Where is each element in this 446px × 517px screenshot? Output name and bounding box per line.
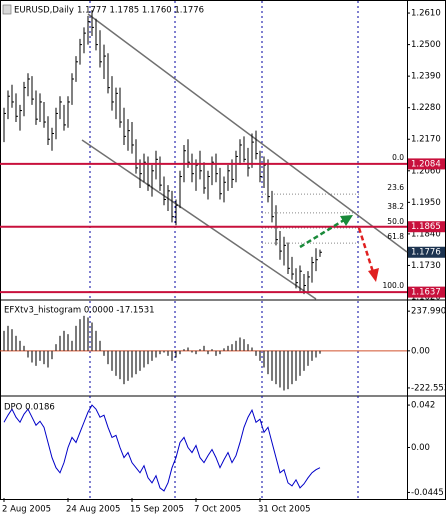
y-tick-label: 237.9905 — [411, 307, 446, 317]
y-tick-label: -222.553 — [411, 383, 446, 393]
level-label: 1.1865 — [411, 222, 441, 232]
x-tick-label: 15 Sep 2005 — [130, 505, 184, 515]
y-tick-label: 1.2610 — [411, 9, 441, 19]
x-tick-label: 24 Aug 2005 — [66, 505, 120, 515]
down-arrow-head — [368, 268, 379, 282]
y-tick-label: 0.042 — [411, 401, 435, 411]
y-tick-label: 0.00 — [411, 443, 430, 453]
y-tick-label: 1.1730 — [411, 261, 441, 271]
fib-label: 100.0 — [383, 281, 405, 290]
fib-label: 0.0 — [392, 153, 404, 162]
y-tick-label: 0.00 — [411, 346, 430, 356]
y-tick-label: 1.1950 — [411, 198, 441, 208]
y-tick-label: 1.2280 — [411, 103, 441, 113]
fib-label: 50.0 — [387, 217, 404, 226]
fib-label: 61.8 — [387, 232, 404, 241]
up-arrow — [299, 218, 345, 249]
y-tick-label: 1.1840 — [411, 229, 441, 239]
current-price-box — [408, 246, 445, 258]
arrows — [299, 215, 379, 282]
marks: 1.2610 1.2500 1.2390 1.2280 1.2170 1.2060 1.19… — [0, 9, 446, 515]
y-tick-label: 1.2390 — [411, 72, 441, 82]
chart-title: EURUSD,Daily — [14, 6, 74, 16]
channel-line — [81, 139, 317, 300]
window-icon — [2, 4, 12, 15]
level-box — [408, 286, 445, 298]
x-tick-label: 2 Aug 2005 — [2, 505, 51, 515]
vertical-lines — [89, 1, 359, 499]
level-box — [408, 158, 445, 170]
level-box — [408, 221, 445, 233]
up-arrow-head — [340, 215, 353, 226]
indicator-title: EFXtv3_histogram 0.0000 -17.1531 — [4, 306, 155, 316]
level-label: 1.1637 — [411, 288, 441, 298]
y-tick-label: 1.2060 — [411, 166, 441, 176]
chart-subtitle: 1.1777 1.1785 1.1760 1.1776 — [77, 6, 204, 16]
x-tick-label: 31 Oct 2005 — [258, 505, 311, 515]
y-tick-label: -0.0445 — [411, 488, 444, 498]
indicator-title: DPO 0.0186 — [4, 403, 55, 413]
fib-label: 23.6 — [387, 183, 404, 192]
y-tick-label: 1.2170 — [411, 135, 441, 145]
dpo-line — [3, 404, 321, 492]
y-tick-label: 1.2500 — [411, 40, 441, 50]
x-tick-label: 7 Oct 2005 — [194, 505, 241, 515]
channel — [81, 13, 408, 300]
level-label: 1.2084 — [411, 159, 441, 169]
current-price-label: 1.1776 — [411, 248, 441, 258]
fib-label: 38.2 — [387, 202, 404, 211]
channel-line — [87, 13, 408, 253]
